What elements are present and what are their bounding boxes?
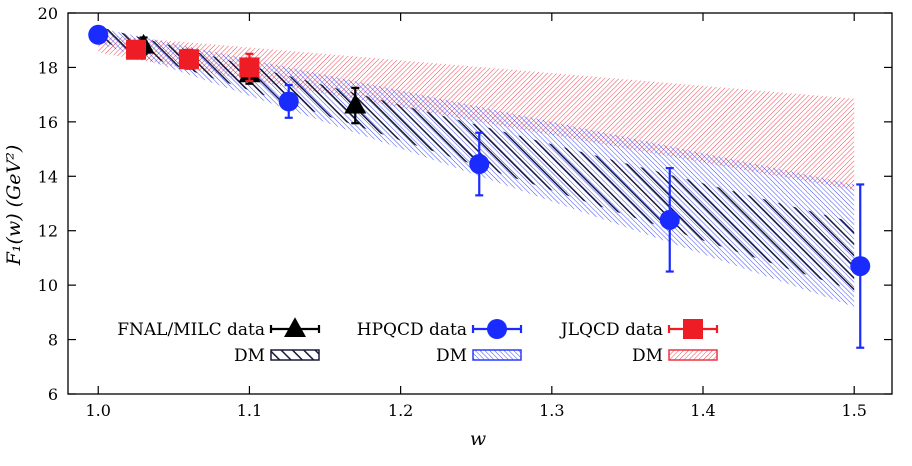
legend-marker-2: [683, 319, 703, 339]
plot-frame: [67, 12, 893, 395]
hpqcd-data-point-0: [88, 24, 109, 45]
y-tick-label-5: 16: [38, 113, 58, 132]
legend-marker-1: [487, 319, 507, 339]
legend-label-0-band: DM: [234, 346, 265, 366]
legend-band-swatch-2: [668, 349, 718, 361]
hpqcd-data-point-4: [850, 256, 871, 277]
y-tick-label-1: 8: [48, 331, 58, 350]
hpqcd-data-point-1: [278, 91, 299, 112]
y-axis-title: F₁(w) (GeV²): [3, 145, 25, 267]
x-tick-label-1: 1.1: [237, 401, 262, 420]
legend-label-0-data: FNAL/MILC data: [117, 320, 265, 340]
jlqcd-data-point-1: [178, 49, 199, 70]
hpqcd-data-point-2: [469, 154, 490, 175]
y-tick-label-4: 14: [38, 167, 58, 186]
y-tick-label-0: 6: [48, 385, 58, 404]
legend-label-2-data: JLQCD data: [559, 320, 663, 340]
y-tick-label-2: 10: [38, 276, 58, 295]
legend-band-swatch-0: [270, 349, 320, 361]
x-tick-label-0: 1.0: [86, 401, 111, 420]
axes: 1.0 1.1 1.2 1.3 1.4 1.5 6 8 10 12 14 16 18 20: [38, 4, 893, 420]
y-tick-label-6: 18: [38, 58, 58, 77]
legend: FNAL/MILC data DM HPQCD data DM JLQCD data DM: [117, 317, 719, 366]
jlqcd-data-point-0: [126, 39, 147, 60]
legend-marker-0: [284, 317, 306, 337]
x-axis-title: w: [470, 428, 486, 450]
data-series: [88, 24, 871, 349]
x-tick-label-4: 1.4: [690, 401, 715, 420]
legend-label-1-data: HPQCD data: [357, 320, 467, 340]
series-hpqcd-data: [88, 24, 871, 349]
x-tick-label-2: 1.2: [388, 401, 413, 420]
y-tick-label-7: 20: [38, 4, 58, 23]
x-tick-label-5: 1.5: [841, 401, 866, 420]
y-tick-label-3: 12: [38, 222, 58, 241]
legend-label-2-band: DM: [632, 346, 663, 366]
series-jlqcd-data: [126, 39, 260, 83]
legend-band-swatch-1: [472, 349, 522, 361]
x-tick-label-3: 1.3: [539, 401, 564, 420]
legend-label-1-band: DM: [436, 346, 467, 366]
fnal-milc-data-point-2: [344, 93, 367, 114]
jlqcd-data-point-2: [239, 57, 260, 78]
hpqcd-data-point-3: [659, 209, 680, 230]
